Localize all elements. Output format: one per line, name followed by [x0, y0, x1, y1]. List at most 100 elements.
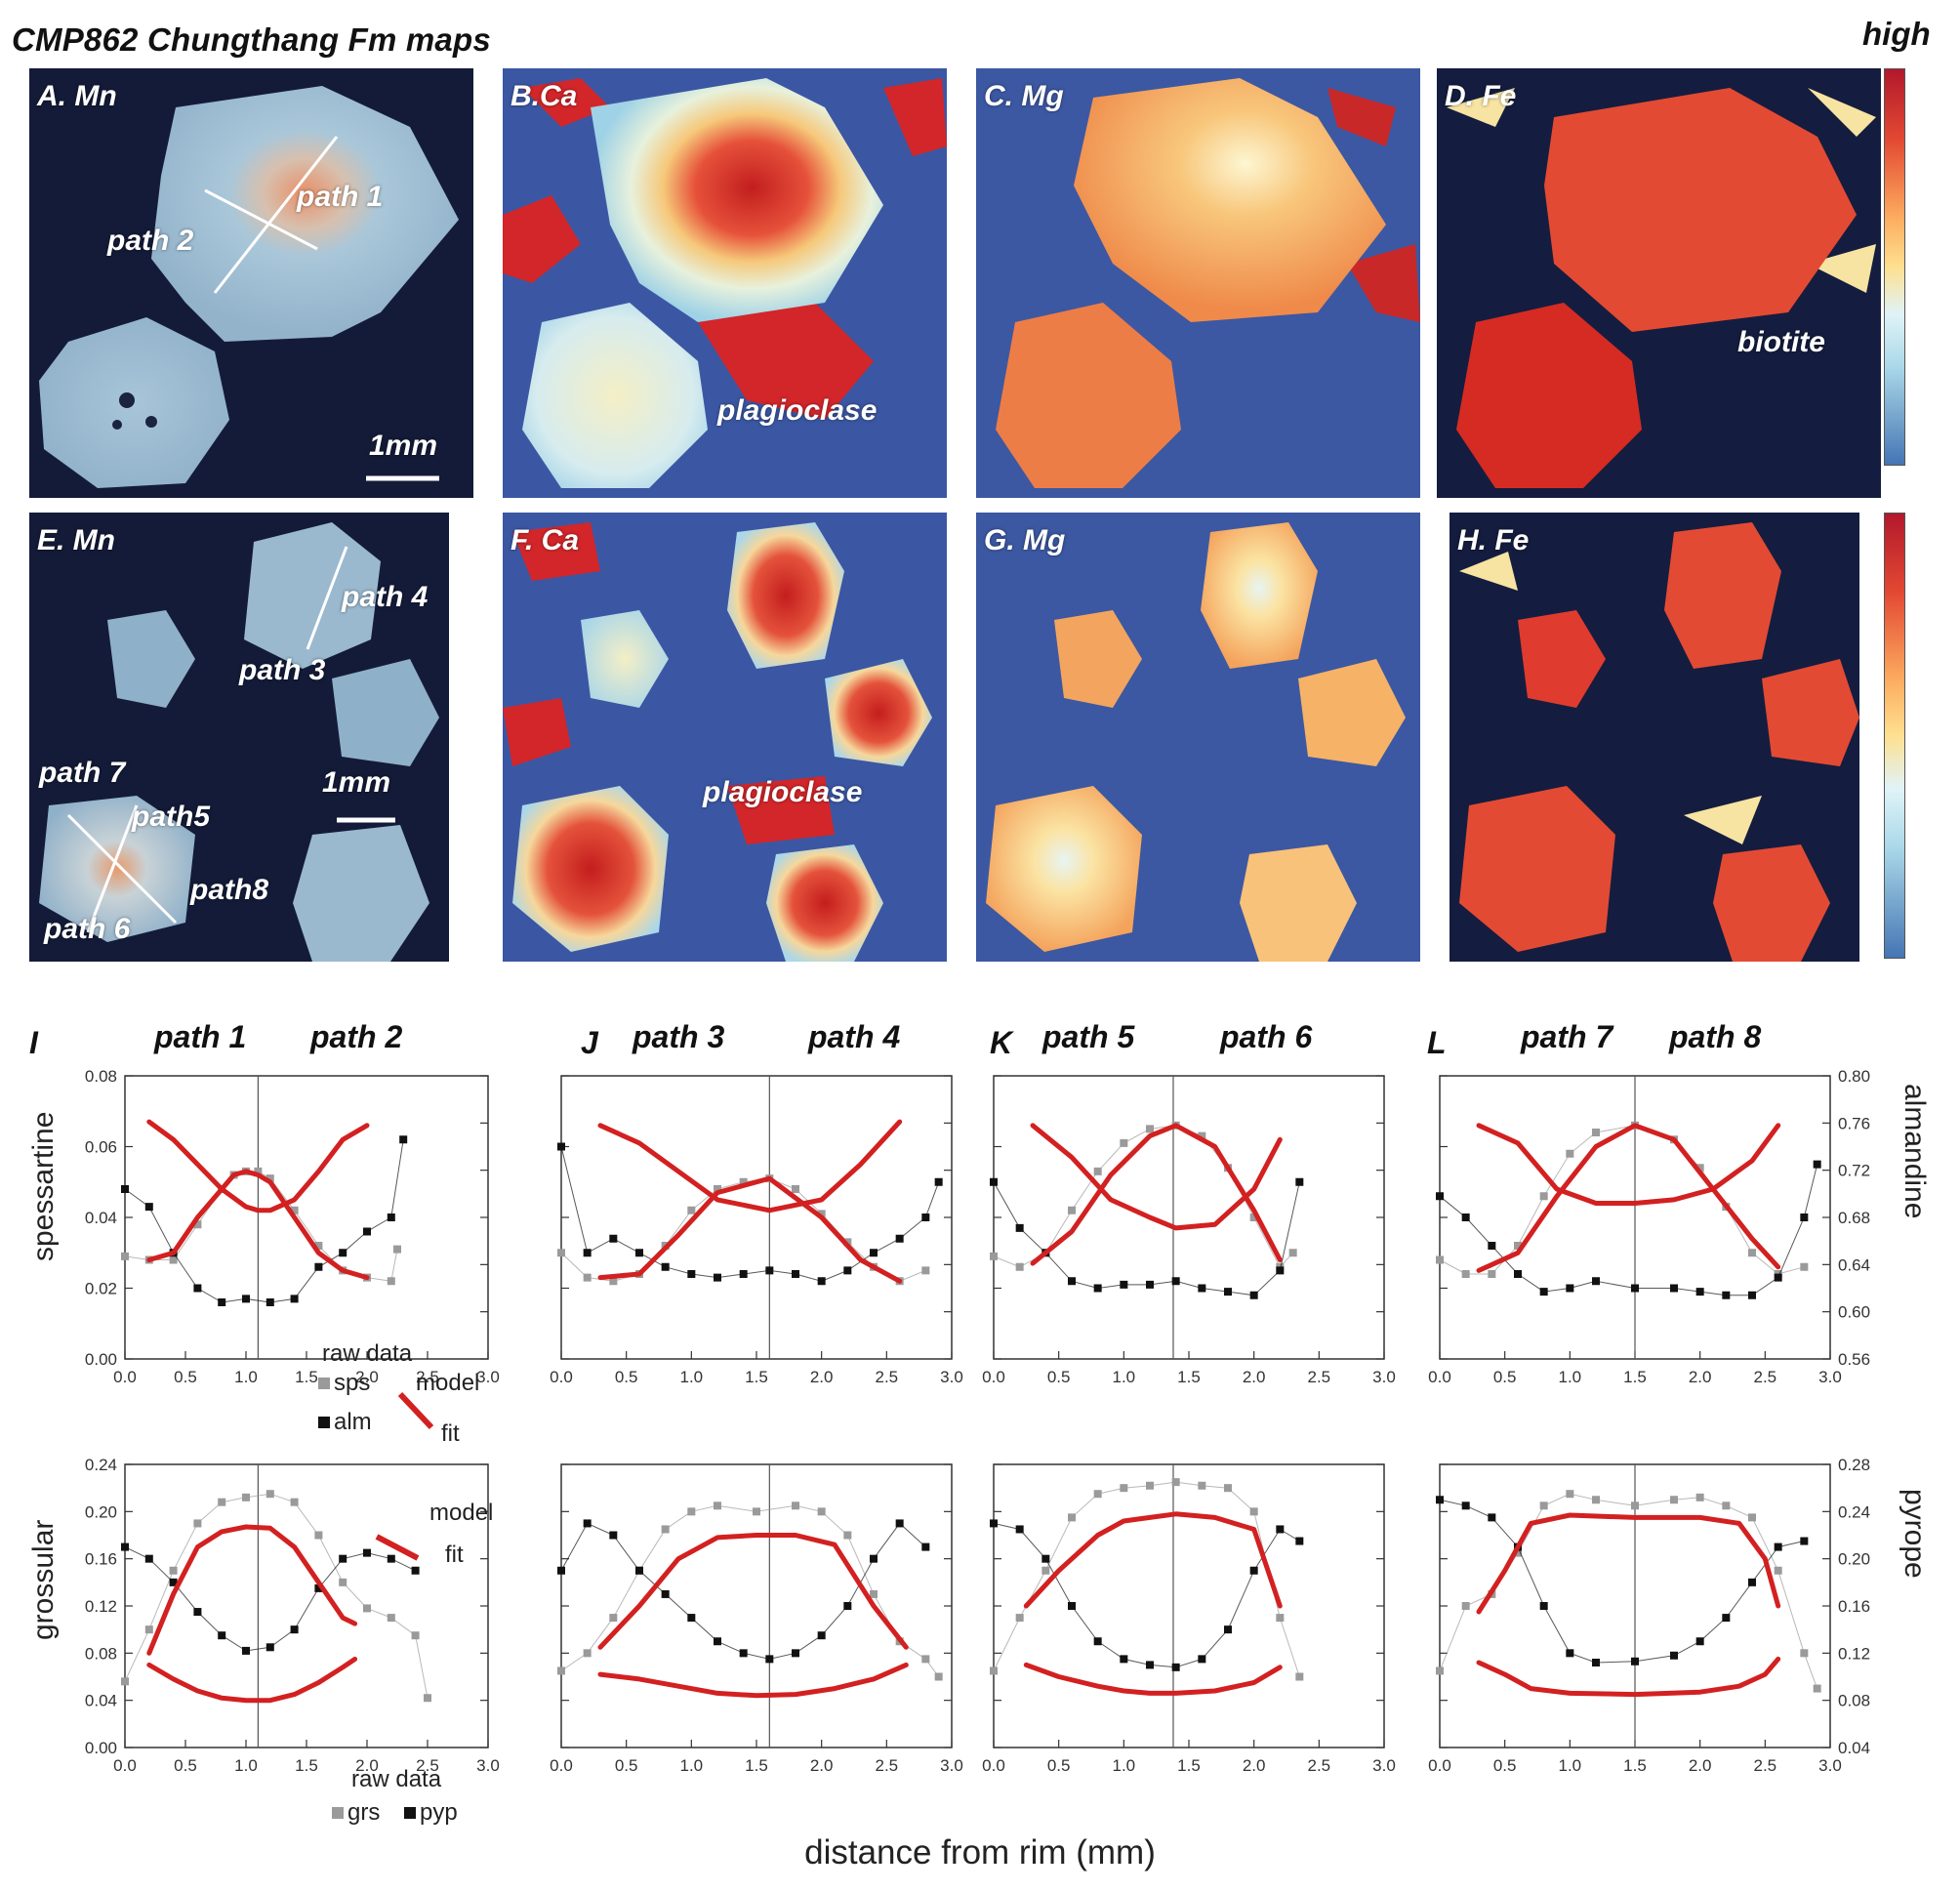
- pyp-point: [635, 1566, 643, 1575]
- y-right-tick-label: 0.08: [1838, 1692, 1870, 1710]
- plot-frame: [993, 1075, 1385, 1360]
- alm-point: [242, 1295, 250, 1303]
- sps-point: [1436, 1255, 1444, 1264]
- path-8-label: path8: [190, 874, 269, 906]
- y-tick-label: 0.02: [85, 1280, 117, 1298]
- panel-l-right-path: path 8: [1669, 1019, 1762, 1054]
- map-a-mn: A. Mn path 1 path 2 1mm: [29, 68, 473, 498]
- alm-point: [714, 1273, 721, 1282]
- pyp-point: [1171, 1663, 1180, 1671]
- chart-8: 0.0 0.5 1.0 1.5 2.0 2.5 3.00.04 0.08 0.12 0.16 0.2…: [1428, 1456, 1870, 1775]
- sps-point: [765, 1174, 774, 1183]
- x-tick-label: 1.5: [295, 1368, 318, 1386]
- pyp-point: [1093, 1637, 1102, 1646]
- x-tick-label: 2.5: [876, 1368, 899, 1386]
- x-tick-label: 1.0: [1113, 1368, 1136, 1386]
- panel-k-left-path: path 5: [1042, 1019, 1135, 1054]
- pyp-point: [895, 1519, 904, 1528]
- y-right-tick-label: 0.72: [1838, 1162, 1870, 1180]
- colorbar-label: high: [1862, 16, 1931, 52]
- y-tick-label: 0.24: [85, 1456, 117, 1474]
- alm-point: [1198, 1284, 1206, 1293]
- sps-point: [817, 1210, 826, 1218]
- sps-point: [193, 1220, 202, 1229]
- y-tick-label: 0.08: [85, 1644, 117, 1663]
- alm-point: [1146, 1280, 1154, 1289]
- alm-point: [843, 1266, 852, 1275]
- alm-point: [218, 1298, 226, 1306]
- x-tick-label: 1.5: [745, 1368, 768, 1386]
- y-tick-label: 0.00: [85, 1739, 117, 1757]
- pyp-point: [609, 1531, 618, 1540]
- raw-data-line: [560, 1522, 926, 1660]
- legend-bottom-raw-data: raw data: [351, 1766, 442, 1792]
- pyp-point: [169, 1578, 178, 1586]
- raw-data-line: [124, 1546, 416, 1652]
- legend-grs-marker: [332, 1807, 344, 1819]
- x-tick-label: 0.5: [1493, 1368, 1517, 1386]
- pyp-point: [363, 1548, 371, 1557]
- path-2-label: path 2: [107, 225, 194, 257]
- map-b-ca: B.Ca plagioclase: [503, 68, 947, 498]
- grs-point: [1295, 1672, 1304, 1681]
- path-3-label: path 3: [239, 654, 326, 686]
- x-tick-label: 2.5: [1308, 1368, 1331, 1386]
- alm-point: [1800, 1213, 1809, 1221]
- pyp-point: [1488, 1513, 1496, 1522]
- grs-point: [193, 1519, 202, 1528]
- legend-pyp-marker: [404, 1807, 416, 1819]
- alm-point: [870, 1249, 878, 1257]
- pyp-point: [843, 1602, 852, 1610]
- biotite-label: biotite: [1737, 326, 1825, 358]
- grs-point: [218, 1498, 226, 1506]
- pyp-point: [792, 1649, 799, 1658]
- pyp-point: [765, 1655, 774, 1664]
- x-tick-label: 3.0: [940, 1368, 963, 1386]
- x-tick-label: 2.0: [1689, 1368, 1712, 1386]
- raw-data-line: [993, 1522, 1300, 1668]
- alm-point: [1068, 1277, 1076, 1286]
- alm-point: [1748, 1291, 1756, 1299]
- alm-point: [1813, 1160, 1821, 1169]
- x-tick-label: 0.5: [1493, 1756, 1517, 1775]
- path-7-label: path 7: [39, 757, 126, 789]
- sps-point: [714, 1185, 721, 1193]
- sps-point: [1068, 1206, 1076, 1214]
- grs-point: [411, 1631, 420, 1640]
- grs-point: [1539, 1501, 1548, 1510]
- grs-point: [1695, 1493, 1704, 1501]
- sps-point: [843, 1238, 852, 1247]
- sps-point: [393, 1245, 401, 1254]
- legend-top-model-line: [397, 1391, 434, 1430]
- grs-point: [687, 1507, 696, 1516]
- sps-point: [363, 1273, 371, 1282]
- x-tick-label: 0.0: [1428, 1368, 1451, 1386]
- grs-point: [290, 1498, 299, 1506]
- sps-point: [1249, 1213, 1258, 1221]
- grs-point: [1146, 1481, 1154, 1490]
- x-tick-label: 2.0: [1243, 1756, 1266, 1775]
- alm-point: [1461, 1213, 1470, 1221]
- map-label: B.Ca: [510, 80, 578, 112]
- pyp-point: [1566, 1649, 1574, 1658]
- x-tick-label: 0.5: [174, 1756, 197, 1775]
- grs-point: [557, 1666, 565, 1675]
- sps-point: [609, 1277, 618, 1286]
- y-right-tick-label: 0.64: [1838, 1255, 1870, 1274]
- grs-point: [265, 1490, 274, 1499]
- x-tick-label: 1.5: [1177, 1756, 1201, 1775]
- x-tick-label: 1.5: [1623, 1368, 1647, 1386]
- pyp-point: [1068, 1602, 1076, 1610]
- sps-point: [339, 1266, 347, 1275]
- x-tick-label: 0.0: [550, 1756, 573, 1775]
- pyp-point: [817, 1631, 826, 1640]
- legend-sps-marker: [318, 1378, 330, 1389]
- sps-point: [1041, 1249, 1050, 1257]
- pyp-point: [870, 1554, 878, 1563]
- model-fit-line: [1476, 1123, 1781, 1206]
- x-tick-label: 3.0: [1372, 1368, 1396, 1386]
- raw-data-line: [560, 1504, 940, 1677]
- x-tick-label: 1.0: [1113, 1756, 1136, 1775]
- figure-title: CMP862 Chungthang Fm maps: [12, 21, 491, 58]
- grs-point: [1198, 1481, 1206, 1490]
